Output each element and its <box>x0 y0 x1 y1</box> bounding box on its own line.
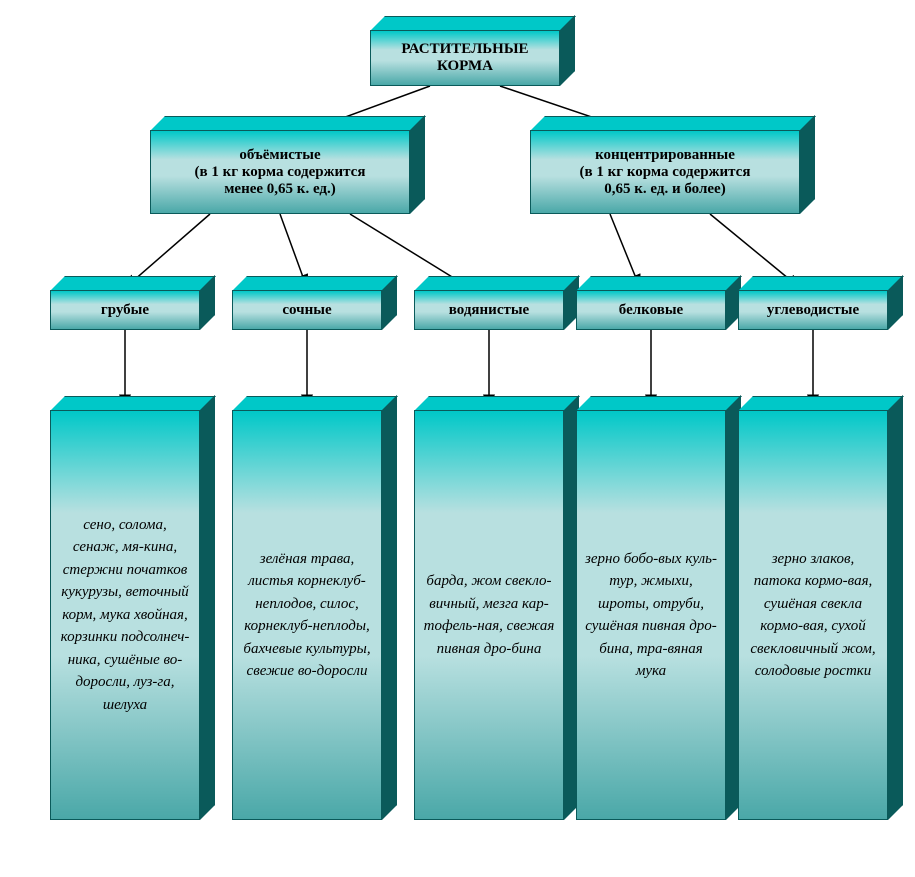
node-carb-label: углеводистые <box>767 302 859 319</box>
leaf-juicy: зелёная трава, листья корнеклуб-неплодов… <box>232 410 382 820</box>
node-juicy-label: сочные <box>282 302 331 319</box>
root-node: РАСТИТЕЛЬНЫЕ КОРМА <box>370 30 560 86</box>
root-label: РАСТИТЕЛЬНЫЕ КОРМА <box>401 41 528 75</box>
leaf-carb: зерно злаков, патока кормо-вая, сушёная … <box>738 410 888 820</box>
node-concentrated-label: концентрированные (в 1 кг корма содержит… <box>580 147 751 198</box>
leaf-watery: барда, жом свекло-вичный, мезга кар-тофе… <box>414 410 564 820</box>
node-protein: белковые <box>576 290 726 330</box>
node-coarse: грубые <box>50 290 200 330</box>
leaf-juicy-text: зелёная трава, листья корнеклуб-неплодов… <box>241 548 373 683</box>
node-watery-label: водянистые <box>449 302 529 319</box>
leaf-protein-text: зерно бобо-вых куль-тур, жмыхи, шроты, о… <box>585 548 717 683</box>
node-watery: водянистые <box>414 290 564 330</box>
leaf-carb-text: зерно злаков, патока кормо-вая, сушёная … <box>747 548 879 683</box>
node-protein-label: белковые <box>619 302 683 319</box>
leaf-watery-text: барда, жом свекло-вичный, мезга кар-тофе… <box>423 570 555 660</box>
leaf-coarse-text: сено, солома, сенаж, мя-кина, стержни по… <box>59 514 191 717</box>
node-concentrated: концентрированные (в 1 кг корма содержит… <box>530 130 800 214</box>
node-bulky: объёмистые (в 1 кг корма содержится мене… <box>150 130 410 214</box>
leaf-coarse: сено, солома, сенаж, мя-кина, стержни по… <box>50 410 200 820</box>
leaf-protein: зерно бобо-вых куль-тур, жмыхи, шроты, о… <box>576 410 726 820</box>
node-juicy: сочные <box>232 290 382 330</box>
node-bulky-label: объёмистые (в 1 кг корма содержится мене… <box>195 147 366 198</box>
diagram-canvas: РАСТИТЕЛЬНЫЕ КОРМА объёмистые (в 1 кг ко… <box>10 10 905 867</box>
node-coarse-label: грубые <box>101 302 149 319</box>
node-carb: углеводистые <box>738 290 888 330</box>
